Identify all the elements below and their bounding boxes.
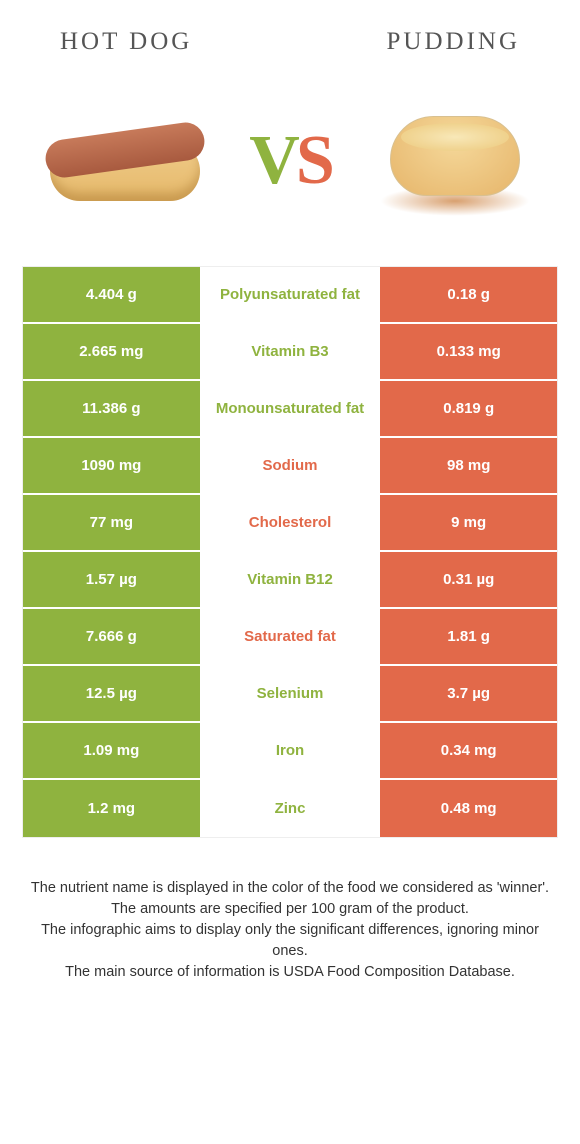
nutrient-label: Saturated fat — [202, 609, 379, 664]
table-row: 7.666 gSaturated fat1.81 g — [23, 609, 557, 666]
value-left: 1090 mg — [23, 438, 202, 493]
table-row: 1090 mgSodium98 mg — [23, 438, 557, 495]
value-right: 0.819 g — [378, 381, 557, 436]
value-right: 3.7 µg — [378, 666, 557, 721]
hotdog-image — [40, 96, 210, 226]
table-row: 1.2 mgZinc0.48 mg — [23, 780, 557, 837]
pudding-image — [370, 96, 540, 226]
vs-label: VS — [249, 121, 331, 201]
comparison-table: 4.404 gPolyunsaturated fat0.18 g2.665 mg… — [22, 266, 558, 838]
value-left: 2.665 mg — [23, 324, 202, 379]
nutrient-label: Monounsaturated fat — [202, 381, 379, 436]
nutrient-label: Sodium — [202, 438, 379, 493]
images-row: VS — [0, 66, 580, 266]
value-left: 77 mg — [23, 495, 202, 550]
footer-line: The amounts are specified per 100 gram o… — [30, 899, 550, 920]
value-right: 9 mg — [378, 495, 557, 550]
value-left: 1.57 µg — [23, 552, 202, 607]
value-left: 1.09 mg — [23, 723, 202, 778]
table-row: 4.404 gPolyunsaturated fat0.18 g — [23, 267, 557, 324]
table-row: 1.09 mgIron0.34 mg — [23, 723, 557, 780]
nutrient-label: Polyunsaturated fat — [202, 267, 379, 322]
vs-v: V — [249, 122, 296, 199]
header: Hot dog Pudding — [0, 0, 580, 66]
value-right: 0.18 g — [378, 267, 557, 322]
nutrient-label: Iron — [202, 723, 379, 778]
nutrient-label: Vitamin B12 — [202, 552, 379, 607]
vs-s: S — [296, 122, 331, 199]
table-row: 11.386 gMonounsaturated fat0.819 g — [23, 381, 557, 438]
value-right: 1.81 g — [378, 609, 557, 664]
value-left: 12.5 µg — [23, 666, 202, 721]
value-left: 1.2 mg — [23, 780, 202, 837]
value-right: 0.133 mg — [378, 324, 557, 379]
nutrient-label: Selenium — [202, 666, 379, 721]
table-row: 77 mgCholesterol9 mg — [23, 495, 557, 552]
value-left: 7.666 g — [23, 609, 202, 664]
table-row: 2.665 mgVitamin B30.133 mg — [23, 324, 557, 381]
title-left: Hot dog — [60, 28, 192, 56]
value-left: 4.404 g — [23, 267, 202, 322]
value-left: 11.386 g — [23, 381, 202, 436]
value-right: 0.34 mg — [378, 723, 557, 778]
value-right: 0.31 µg — [378, 552, 557, 607]
table-row: 12.5 µgSelenium3.7 µg — [23, 666, 557, 723]
nutrient-label: Zinc — [202, 780, 379, 837]
footer-line: The infographic aims to display only the… — [30, 920, 550, 962]
table-row: 1.57 µgVitamin B120.31 µg — [23, 552, 557, 609]
nutrient-label: Cholesterol — [202, 495, 379, 550]
title-right: Pudding — [387, 28, 521, 56]
footer-notes: The nutrient name is displayed in the co… — [0, 838, 580, 983]
value-right: 0.48 mg — [378, 780, 557, 837]
value-right: 98 mg — [378, 438, 557, 493]
nutrient-label: Vitamin B3 — [202, 324, 379, 379]
footer-line: The main source of information is USDA F… — [30, 962, 550, 983]
footer-line: The nutrient name is displayed in the co… — [30, 878, 550, 899]
